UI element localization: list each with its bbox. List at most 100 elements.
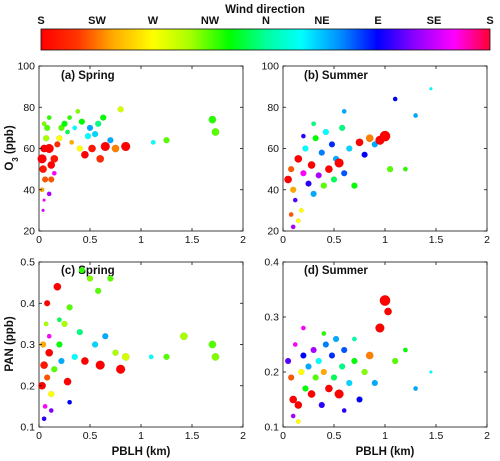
scatter-point (43, 124, 51, 132)
y-tick-label: 0.4 (20, 298, 35, 310)
y-tick-label: 40 (23, 184, 35, 196)
scatter-point (320, 182, 327, 189)
axes-frame (38, 65, 244, 232)
scatter-point (107, 137, 114, 144)
scatter-point (318, 149, 325, 156)
colorbar-label: W (148, 15, 159, 27)
scatter-point (361, 368, 368, 376)
scatter-point (318, 401, 325, 409)
scatter-point (298, 368, 305, 376)
scatter-point (341, 170, 348, 177)
y-ticks: 20 40 60 80 100 (261, 61, 487, 238)
scatter-point (47, 161, 56, 169)
scatter-point (76, 328, 84, 336)
x-tick-label: 2 (484, 430, 490, 442)
scatter-point (307, 390, 316, 398)
scatter-point (78, 118, 86, 125)
y-tick-label: 40 (267, 184, 279, 196)
scatter-point (351, 357, 358, 365)
colorbar-label: S (37, 15, 44, 27)
scatter-point (61, 320, 68, 328)
scatter-point (211, 128, 220, 136)
scatter-point (338, 363, 346, 370)
scatter-point (48, 408, 54, 413)
x-tick-label: 1.5 (429, 234, 444, 246)
scatter-point (334, 158, 344, 168)
scatter-point (332, 335, 340, 343)
scatter-point (321, 331, 327, 336)
y-tick-label: 80 (267, 102, 279, 114)
scatter-point (322, 341, 330, 348)
scatter-point (56, 134, 63, 142)
scatter-point (324, 165, 333, 174)
scatter-point (115, 364, 126, 374)
colorbar-gradient (40, 28, 491, 51)
y-ticks: 0.1 0.2 0.3 0.4 (264, 257, 487, 434)
scatter-point (50, 154, 59, 163)
colorbar-label: N (262, 15, 270, 27)
scatter-point (72, 125, 78, 131)
y-tick-label: 0.3 (20, 339, 35, 351)
scatter-point (38, 381, 47, 390)
y-tick-label: 0.2 (20, 380, 35, 392)
x-tick-label: 2 (484, 234, 490, 246)
scatter-point (61, 120, 68, 127)
y-tick-label: 0.4 (264, 257, 279, 269)
scatter-point (80, 357, 89, 365)
scatter-point (289, 395, 298, 404)
scatter-point (315, 172, 322, 179)
scatter-point (429, 86, 433, 91)
x-ticks: 0 0.5 1 1.5 2 (280, 66, 490, 246)
scatter-point (78, 267, 86, 274)
scatter-point (295, 419, 301, 424)
x-tick-label: 0.5 (327, 430, 342, 442)
scatter-point (179, 332, 188, 341)
y-tick-label: 100 (17, 61, 35, 73)
scatter-point (45, 348, 54, 357)
scatter-point (320, 368, 327, 376)
scatter-point (290, 224, 296, 230)
scatter-point (386, 165, 394, 173)
scatter-point (94, 120, 102, 127)
scatter-point (305, 363, 312, 370)
scatter-point (311, 121, 317, 127)
scatter-point (100, 114, 107, 121)
panel-label: (a) Spring (61, 70, 115, 82)
x-ticks: 0 0.5 1 1.5 2 (36, 66, 246, 246)
scatter-point (66, 304, 73, 311)
scatter-point (302, 385, 309, 392)
scatter-point (290, 186, 297, 193)
scatter-point (351, 336, 357, 342)
y-tick-label: 100 (261, 61, 279, 73)
scatter-point (51, 170, 57, 176)
scatter-point (211, 352, 220, 361)
scatter-point (150, 139, 156, 145)
y-tick-label: 0.1 (264, 422, 279, 434)
scatter-point (300, 170, 307, 177)
scatter-point (341, 108, 347, 114)
scatter-point (307, 161, 316, 169)
scatter-point (288, 212, 294, 217)
y-tick-label: 0.5 (20, 257, 35, 269)
scatter-point (43, 300, 51, 307)
scatter-point (42, 403, 48, 409)
colorbar-label: NE (314, 15, 329, 27)
scatter-point (328, 352, 336, 359)
scatter-point (300, 133, 306, 139)
y-tick-label: 80 (23, 102, 35, 114)
scatter-point (88, 144, 96, 153)
scatter-point (284, 175, 293, 184)
scatter-point (346, 145, 353, 152)
x-ticks: 0 0.5 1 1.5 2 (36, 262, 246, 442)
scatter-point (67, 399, 73, 405)
scatter-point (63, 377, 72, 386)
scatter-point (365, 134, 374, 143)
scatter-point (86, 124, 94, 132)
scatter-point (120, 141, 131, 152)
scatter-point (322, 128, 330, 136)
scatter-point (292, 342, 298, 347)
scatter-point (84, 132, 92, 140)
scatter-point (56, 317, 62, 323)
scatter-point (310, 346, 317, 354)
x-tick-label: 1.5 (185, 234, 200, 246)
